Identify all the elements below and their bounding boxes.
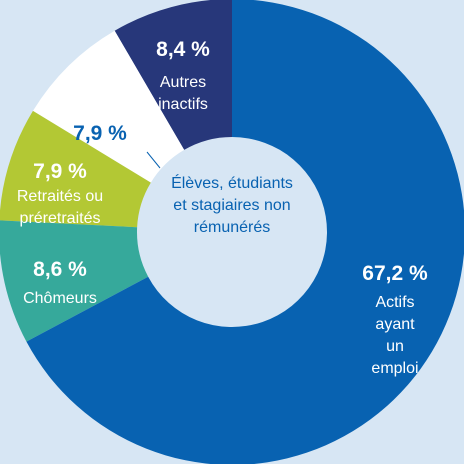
category-label: Élèves, étudiants et stagiaires non rému… (171, 175, 293, 236)
value-label: 8,4 % (156, 38, 210, 61)
slice (32, 30, 185, 183)
slice (114, 0, 232, 150)
leader-line (146, 151, 161, 169)
value-label: 7,9 % (73, 122, 127, 145)
category-label: Actifs ayant un emploi (371, 294, 419, 377)
value-label: 67,2 % (362, 262, 428, 285)
category-label: Autres inactifs (158, 74, 208, 113)
slice (0, 220, 149, 342)
category-label: Chômeurs (23, 290, 97, 307)
category-label: Retraités ou préretraités (16, 188, 104, 227)
value-label: 8,6 % (33, 258, 87, 281)
slice (26, 0, 464, 464)
slice (0, 110, 151, 228)
value-label: 7,9 % (33, 160, 87, 183)
donut-hole (137, 137, 327, 327)
